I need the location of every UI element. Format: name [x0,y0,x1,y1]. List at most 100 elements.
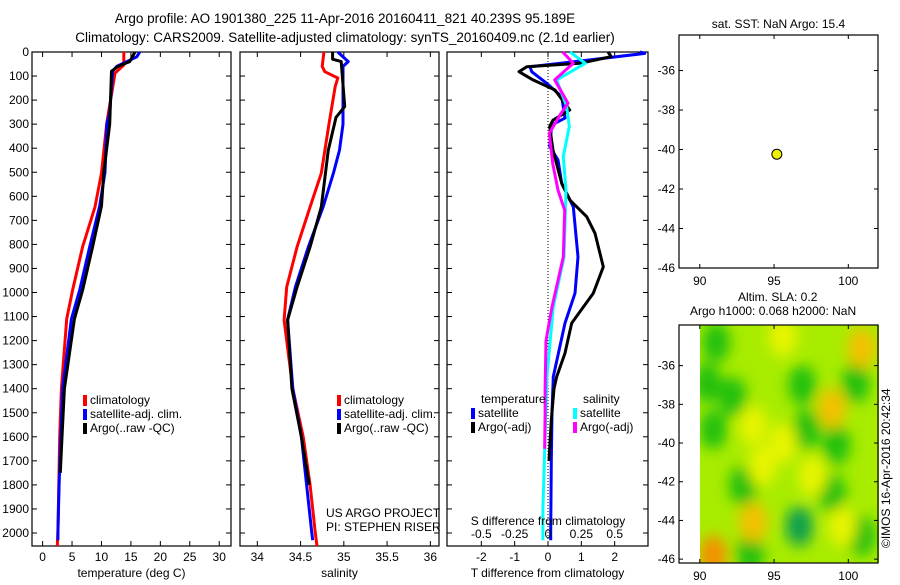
lat-tick-label: -38 [658,103,676,117]
legend-label: Argo(..raw -QC) [90,421,175,435]
project-credit: US ARGO PROJECT [326,506,441,520]
x-axis-label: T difference from climatology [471,566,625,580]
sla-anomaly-mid [828,506,857,547]
y-tick-label: 1300 [2,358,29,372]
s-axis-label: S difference from climatology [471,514,626,528]
legend-swatch [573,408,577,419]
legend-label: satellite [580,406,621,420]
sla-field [700,325,879,563]
sla-anomaly-mid [768,325,797,357]
sla-anomaly-high [817,388,846,429]
plot-frame [239,51,440,547]
y-tick-label: 200 [9,93,29,107]
lon-tick-label: 90 [693,274,707,288]
sla-anomaly-low [718,376,747,417]
y-tick-label: 1600 [2,430,29,444]
sla-anomaly-low [841,363,870,404]
legend-swatch [83,423,87,434]
x-tick-label: 35.5 [375,550,399,564]
sla-anomaly-mid [748,446,777,487]
y-tick-label: 1100 [3,310,29,324]
series-line-argo-raw-qc- [58,51,137,473]
sla-anomaly-mid [739,405,768,446]
x-axis-label: temperature (deg C) [77,566,185,580]
x-tick-label: 10 [95,550,109,564]
map-frame [678,324,879,564]
y-tick-label: 500 [9,165,29,179]
lat-tick-label: -36 [658,64,676,78]
lon-tick-label: 95 [767,569,781,580]
x-tick-label: 2 [611,550,618,564]
legend-label: satellite [478,406,519,420]
y-tick-label: 1700 [2,454,29,468]
legend-swatch [471,422,475,433]
y-tick-label: 1900 [2,502,29,516]
copyright-timestamp: ©IMOS 16-Apr-2016 20:42:34 [879,388,893,548]
lat-tick-label: -42 [658,475,676,489]
s-tick-label: -0.5 [471,527,492,541]
sla-anomaly-low [792,409,821,450]
legend-swatch [337,423,341,434]
lat-tick-label: -38 [658,397,676,411]
legend-swatch [573,422,577,433]
sla-map-panel: 90 95 100 -36 -38 -40 -42 -44 -46 Altim. SLA: 0.2… [658,290,879,583]
lon-tick-label: 100 [838,274,858,288]
legend-swatch [471,408,475,419]
legend-title-salinity: salinity [583,392,620,406]
legend-label: satellite-adj. clim. [90,407,182,421]
sla-anomaly-mid [798,455,827,496]
legend-label: Argo(..raw -QC) [344,421,429,435]
legend-swatch [337,395,341,406]
sla-anomaly-low [788,364,817,405]
x-tick-label: -2 [476,550,487,564]
y-tick-label: 0 [22,45,29,59]
s-tick-label: -0.25 [501,527,529,541]
y-tick-label: 100 [9,69,29,83]
sla-anomaly-low [822,424,851,465]
x-tick-label: 5 [69,550,76,564]
lat-tick-label: -44 [658,513,676,527]
y-tick-label: 700 [9,213,29,227]
sla-anomaly-lowest [785,506,814,547]
y-tick-label: 1200 [2,334,29,348]
x-tick-label: 25 [183,550,197,564]
y-tick-label: 1000 [2,286,29,300]
argo-float-location-marker [771,148,783,160]
legend-label: satellite-adj. clim. [344,407,436,421]
lat-tick-label: -40 [658,143,676,157]
map-title: sat. SST: NaN Argo: 15.4 [712,17,846,31]
y-tick-label: 900 [9,261,29,275]
difference-panel: -2 -1 0 1 2 T difference from climatology temp… [446,50,649,580]
pi-credit: PI: STEPHEN RISER [326,520,441,534]
location-map-panel: 90 95 100 -36 -38 -40 -42 -44 -46 sat. SST: NaN A… [658,17,879,288]
sla-title-line2: Argo h1000: 0.068 h2000: NaN [690,304,856,318]
series-line-argo-raw-qc- [286,52,347,486]
x-tick-label: -1 [509,550,520,564]
lat-tick-label: -46 [658,552,676,566]
legend-swatch [83,395,87,406]
x-tick-label: 34.5 [289,550,313,564]
sla-anomaly-low [700,409,728,450]
salinity-panel: 34 34.5 35 35.5 36 salinity climatologysatelli… [239,50,440,580]
legend-label: Argo(-adj) [478,420,531,434]
x-tick-label: 34 [251,550,265,564]
y-tick-label: 1400 [2,382,29,396]
y-tick-label: 800 [9,237,29,251]
s-tick-label: 0.5 [606,527,623,541]
x-tick-label: 35 [337,550,351,564]
lat-tick-label: -46 [658,261,676,275]
plot-frame [31,51,232,547]
sla-anomaly-group [700,325,876,563]
figure-title-line1: Argo profile: AO 1901380_225 11-Apr-2016… [115,11,575,26]
y-tick-label: 1800 [2,478,29,492]
y-tick-label: 1500 [2,406,29,420]
y-tick-label: 600 [9,189,29,203]
lat-tick-label: -44 [658,222,676,236]
lon-tick-label: 95 [767,274,781,288]
map-frame [678,34,879,269]
x-tick-label: 20 [154,550,168,564]
sla-anomaly-low [700,363,722,404]
sla-anomaly-high [739,502,768,543]
x-axis-label: salinity [321,566,358,580]
